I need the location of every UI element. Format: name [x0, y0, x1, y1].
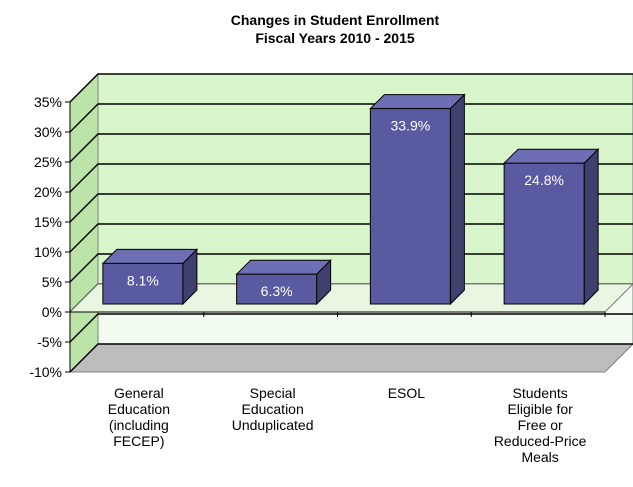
y-tick-label: 10%: [34, 244, 62, 260]
y-tick-label: 20%: [34, 184, 62, 200]
category-label: Meals: [521, 449, 558, 465]
data-label: 6.3%: [261, 283, 293, 299]
bars: 8.1% 6.3% 33.9% 24.8%: [101, 93, 600, 306]
y-tick-label: 35%: [34, 94, 62, 110]
bar: [101, 248, 199, 306]
category-label: Education: [241, 401, 303, 417]
y-tick-label: -10%: [29, 364, 62, 380]
floor: [68, 343, 633, 373]
bar-side: [583, 147, 599, 306]
category-label: (including: [109, 417, 169, 433]
gridline: [69, 343, 633, 373]
category-label: Unduplicated: [232, 417, 314, 433]
y-tick-label: 0%: [42, 304, 62, 320]
chart-title-line-1: Changes in Student Enrollment: [231, 12, 440, 28]
bar-top: [101, 248, 199, 264]
bar-front: [503, 162, 585, 305]
category-label: FECEP): [113, 433, 164, 449]
bar: [502, 147, 600, 306]
category-label: ESOL: [388, 385, 426, 401]
bar: [235, 258, 332, 306]
bar-top: [235, 259, 332, 275]
y-tick-label: -5%: [37, 334, 62, 350]
category-label: Education: [108, 401, 170, 417]
data-label: 24.8%: [524, 172, 564, 188]
x-axis-categories: GeneralEducation(includingFECEP)SpecialE…: [108, 385, 587, 465]
y-tick-label: 15%: [34, 214, 62, 230]
bar-top: [369, 94, 466, 110]
gridline: [69, 73, 633, 103]
category-label: Eligible for: [507, 401, 573, 417]
y-tick-label: 25%: [34, 154, 62, 170]
category-label: General: [114, 385, 164, 401]
bar-front: [369, 108, 451, 305]
bar-front: [236, 273, 318, 305]
category-label: Reduced-Price: [494, 433, 587, 449]
category-label: Free or: [518, 417, 563, 433]
y-axis-ticks: 35% 30% 25% 20% 15% 10% 5% 0% -5% -10%: [29, 94, 70, 380]
bar-side: [449, 93, 465, 306]
y-tick-label: 5%: [42, 274, 62, 290]
y-tick-label: 30%: [34, 124, 62, 140]
category-label: Special: [250, 385, 296, 401]
category-label: Students: [512, 385, 567, 401]
chart-title-line-2: Fiscal Years 2010 - 2015: [255, 30, 415, 46]
bar-top: [502, 148, 600, 164]
data-label: 33.9%: [391, 118, 431, 134]
bar-front: [102, 262, 184, 305]
data-label: 8.1%: [127, 272, 159, 288]
gridline: [69, 313, 633, 343]
bar: [369, 93, 466, 306]
